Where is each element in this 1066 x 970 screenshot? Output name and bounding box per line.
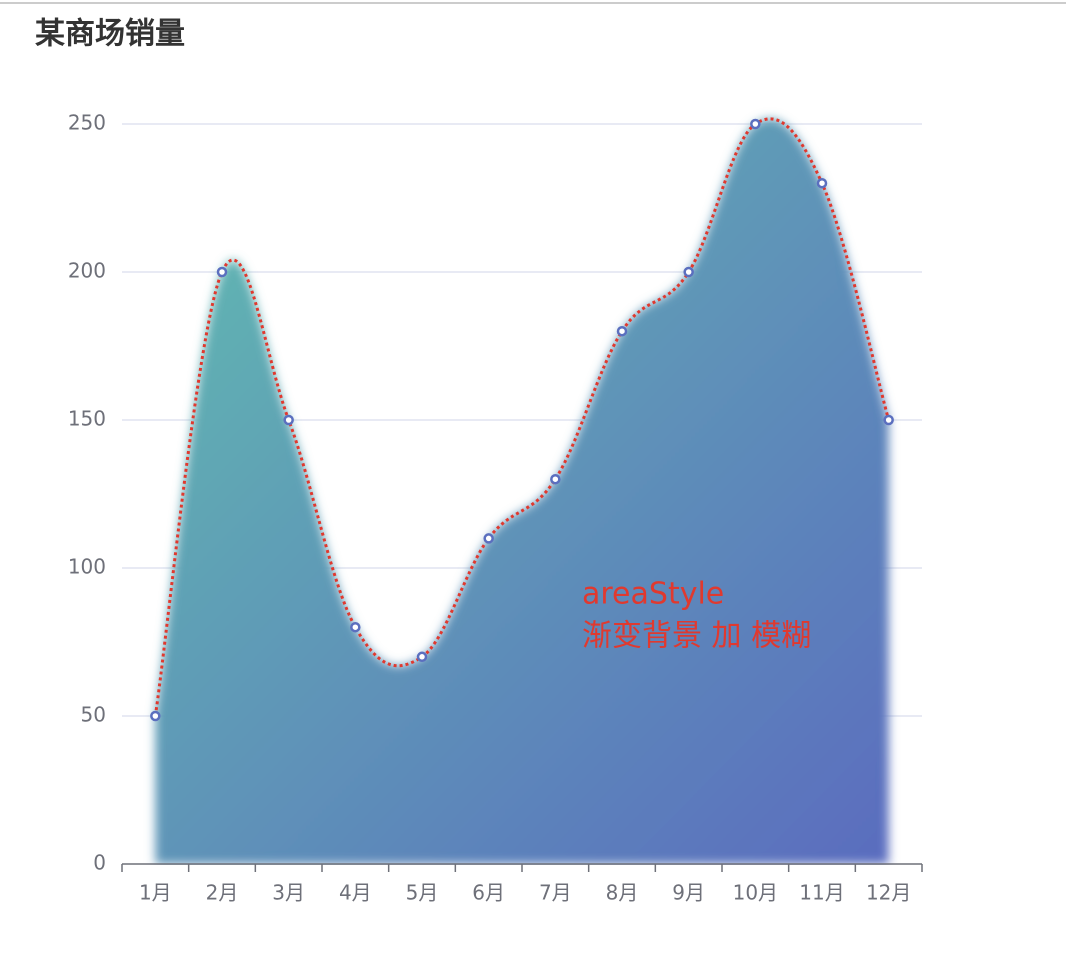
- point: [683, 266, 694, 278]
- x-tick-label: 1月: [139, 881, 172, 905]
- point: [350, 621, 361, 633]
- point: [550, 473, 561, 485]
- point: [216, 266, 228, 278]
- x-tick-label: 7月: [539, 881, 572, 905]
- x-tick-label: 11月: [799, 881, 844, 905]
- x-tick-label: 5月: [406, 881, 439, 905]
- y-tick-label: 100: [68, 555, 106, 579]
- point: [750, 118, 761, 130]
- point: [616, 325, 628, 337]
- point: [816, 177, 828, 189]
- x-tick-label: 9月: [672, 881, 705, 905]
- x-tick-label: 10月: [733, 881, 778, 905]
- annotation: 渐变背景 加 模糊: [582, 619, 811, 654]
- x-tick-label: 8月: [606, 881, 639, 905]
- point: [483, 533, 494, 544]
- y-tick-label: 200: [68, 259, 106, 283]
- point: [883, 414, 894, 426]
- point: [150, 710, 161, 722]
- x-tick-label: 4月: [339, 881, 372, 905]
- x-tick-label: 12月: [866, 881, 911, 905]
- y-tick-label: 50: [81, 703, 106, 727]
- line: [153, 117, 891, 717]
- y-tick-label: 150: [68, 407, 106, 431]
- point: [283, 414, 294, 426]
- area: [155, 118, 889, 865]
- point: [416, 651, 428, 663]
- x-tick-label: 3月: [272, 881, 305, 905]
- chart-title: 某商场销量: [35, 17, 185, 52]
- x-tick-label: 6月: [472, 881, 505, 905]
- plot: [153, 117, 891, 865]
- annotation: areaStyle: [582, 577, 724, 612]
- y-tick-label: 0: [93, 851, 106, 875]
- y-tick-label: 250: [68, 111, 106, 135]
- x-tick-label: 2月: [206, 881, 239, 905]
